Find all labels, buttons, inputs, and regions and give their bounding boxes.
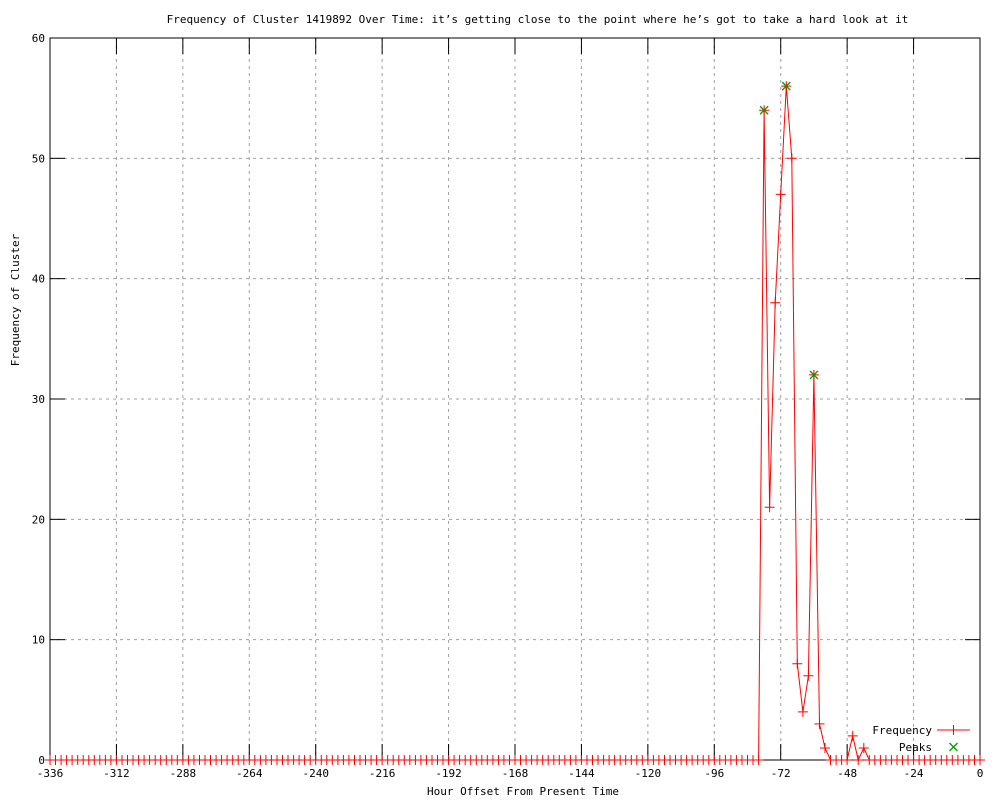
y-tick-label: 40: [32, 273, 45, 286]
peak-x-markers: [759, 81, 819, 380]
x-tick-label: -264: [236, 767, 263, 780]
x-tick-label: -312: [103, 767, 130, 780]
x-tick-label: 0: [977, 767, 984, 780]
legend-label-peaks: Peaks: [899, 741, 932, 754]
x-tick-label: -168: [502, 767, 529, 780]
x-tick-label: -24: [904, 767, 924, 780]
x-tick-label: -192: [435, 767, 462, 780]
x-tick-label: -240: [302, 767, 329, 780]
x-axis-label: Hour Offset From Present Time: [426, 785, 620, 798]
y-tick-label: 30: [32, 393, 45, 406]
x-tick-label: -72: [771, 767, 791, 780]
x-tick-label: -216: [369, 767, 396, 780]
y-tick-label: 20: [32, 513, 45, 526]
frequency-plus-markers: [45, 81, 985, 765]
x-tick-label: -288: [170, 767, 197, 780]
legend-label-frequency: Frequency: [872, 724, 932, 737]
y-tick-label: 50: [32, 152, 45, 165]
legend-plus-marker: [948, 725, 959, 735]
y-tick-label: 10: [32, 634, 45, 647]
chart-title: Frequency of Cluster 1419892 Over Time: …: [166, 13, 909, 26]
x-tick-label: -120: [635, 767, 662, 780]
y-tick-label: 0: [38, 754, 45, 767]
x-tick-label: -48: [837, 767, 857, 780]
y-tick-label: 60: [32, 32, 45, 45]
x-tick-label: -144: [568, 767, 595, 780]
x-tick-label: -336: [37, 767, 64, 780]
x-tick-label: -96: [704, 767, 724, 780]
legend-x-marker: [949, 742, 958, 752]
